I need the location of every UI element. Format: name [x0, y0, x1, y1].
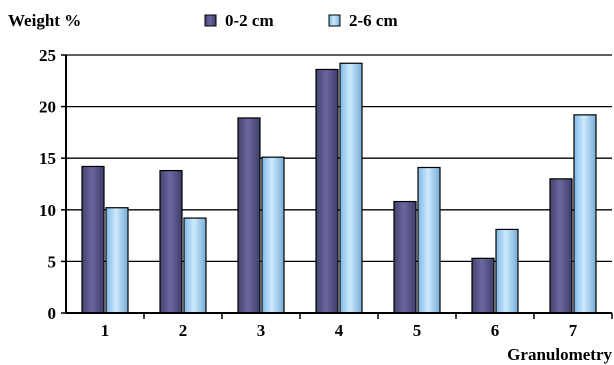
y-tick-label: 5 [48, 252, 57, 271]
x-tick-label: 3 [257, 321, 266, 340]
bar-series-1-cat-5 [393, 200, 417, 314]
bar-series-1-cat-2 [159, 169, 183, 314]
bar-series-2-cat-5 [417, 166, 441, 314]
x-tick-label: 6 [491, 321, 500, 340]
x-tick-label: 1 [101, 321, 110, 340]
bar-series-1-cat-6 [471, 257, 495, 314]
bar-series-1-cat-1 [81, 165, 105, 314]
y-axis-label: Weight % [8, 11, 81, 30]
x-tick-label: 7 [569, 321, 578, 340]
bar-series-2-cat-2 [183, 217, 207, 314]
bar-series-2-cat-3 [261, 156, 285, 314]
y-tick-labels: 0 5 10 15 20 25 [39, 46, 56, 323]
bar-series-2-cat-6 [495, 228, 519, 314]
bar-series-1-cat-7 [549, 178, 573, 314]
y-tick-label: 0 [48, 304, 57, 323]
legend-swatch-series-1 [204, 14, 217, 27]
gridlines [61, 54, 612, 314]
legend-label-series-1: 0-2 cm [225, 11, 274, 30]
x-tick-label: 2 [179, 321, 188, 340]
y-tick-label: 25 [39, 46, 56, 65]
x-tick-labels: 1 2 3 4 5 6 7 [101, 321, 578, 340]
x-axis-label: Granulometry [507, 345, 612, 364]
bar-series-1-cat-3 [237, 117, 261, 314]
x-tick-marks [143, 313, 613, 319]
legend-label-series-2: 2-6 cm [349, 11, 398, 30]
bars [81, 62, 597, 314]
bar-series-2-cat-4 [339, 62, 363, 314]
legend: 0-2 cm 2-6 cm [204, 11, 398, 30]
legend-swatch-series-2 [328, 14, 341, 27]
y-tick-label: 10 [39, 201, 56, 220]
bar-series-1-cat-4 [315, 68, 339, 314]
y-tick-label: 20 [39, 98, 56, 117]
x-tick-label: 4 [335, 321, 344, 340]
x-tick-label: 5 [413, 321, 422, 340]
bar-series-2-cat-7 [573, 114, 597, 314]
y-tick-label: 15 [39, 149, 56, 168]
bar-series-2-cat-1 [105, 207, 129, 314]
